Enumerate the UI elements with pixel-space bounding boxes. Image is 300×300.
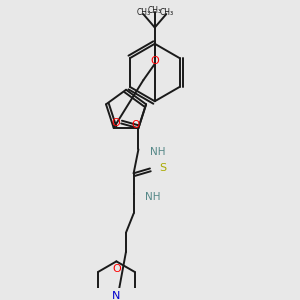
Text: N: N: [112, 291, 121, 300]
Text: O: O: [112, 264, 121, 274]
Text: CH₃: CH₃: [159, 8, 173, 17]
Text: CH₃: CH₃: [136, 8, 150, 17]
Text: NH: NH: [145, 192, 160, 202]
Text: NH: NH: [150, 147, 165, 157]
Text: CH₃: CH₃: [148, 6, 162, 15]
Text: O: O: [150, 56, 159, 66]
Text: O: O: [131, 120, 140, 130]
Text: O: O: [111, 118, 120, 128]
Text: S: S: [160, 164, 167, 173]
